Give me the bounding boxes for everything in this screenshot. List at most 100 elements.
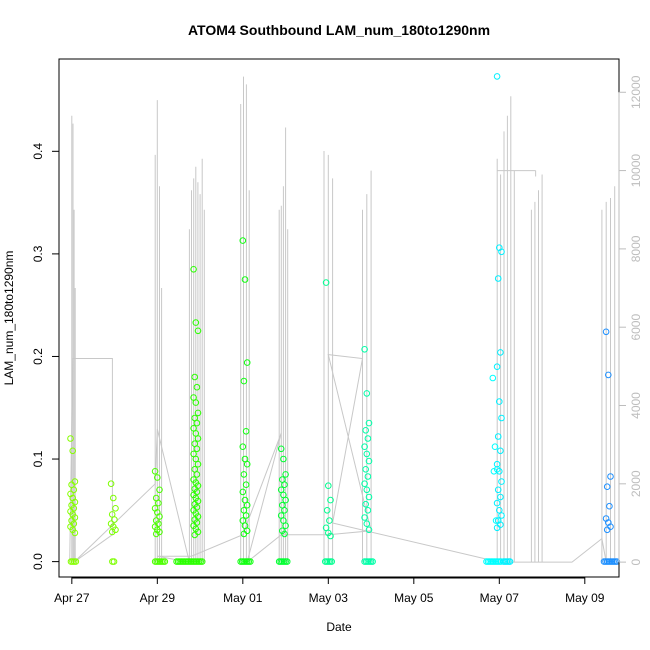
data-point — [491, 443, 499, 451]
data-point — [493, 499, 501, 507]
y-axis-right: 0 2000 4000 6000 8000 10000 12000 — [618, 75, 643, 565]
data-point-zero — [247, 558, 254, 565]
data-point — [70, 486, 78, 494]
data-point — [241, 276, 249, 283]
data-point — [190, 266, 197, 273]
data-point — [151, 468, 159, 475]
y-right-tick-label: 10000 — [629, 154, 643, 188]
data-point — [493, 363, 501, 371]
y-right-tick-label: 0 — [629, 558, 643, 565]
data-point-zero — [328, 558, 336, 565]
y-axis-label: LAM_num_180to1290nm — [2, 251, 16, 386]
data-point — [364, 435, 372, 442]
data-point — [323, 507, 331, 514]
data-point — [498, 512, 505, 519]
data-point — [194, 327, 202, 335]
data-point — [496, 398, 503, 405]
data-point — [240, 530, 248, 538]
data-point — [282, 471, 289, 478]
data-point — [191, 531, 198, 539]
data-point — [364, 473, 372, 480]
data-point-zero — [110, 558, 118, 565]
y-right-tick-label: 6000 — [629, 314, 643, 341]
data-point — [365, 526, 373, 534]
y-right-tick-label: 12000 — [629, 75, 643, 109]
data-point — [67, 435, 74, 442]
data-point — [605, 371, 612, 379]
y-left-tick-label: 0.2 — [31, 348, 45, 365]
data-point — [193, 419, 201, 427]
data-point-zero — [613, 558, 621, 565]
data-point — [498, 248, 505, 256]
data-point — [154, 526, 161, 534]
data-point — [602, 328, 610, 336]
data-point — [326, 517, 333, 524]
data-point — [243, 460, 251, 468]
y-left-tick-label: 0.3 — [31, 245, 45, 262]
data-point — [192, 319, 200, 326]
data-point — [281, 530, 288, 538]
grey-spike-group — [362, 170, 372, 563]
data-point — [194, 435, 202, 442]
data-point — [243, 501, 251, 509]
data-point — [156, 528, 163, 536]
data-point-zero — [72, 558, 80, 565]
data-point — [242, 428, 250, 435]
chart-title: ATOM4 Southbound LAM_num_180to1290nm — [188, 22, 490, 38]
data-point — [496, 468, 503, 475]
data-point — [107, 480, 115, 488]
y-right-tick-label: 8000 — [629, 235, 643, 262]
data-point — [492, 517, 500, 524]
data-point — [277, 445, 285, 453]
data-point — [111, 516, 118, 523]
grey-spike-group — [71, 115, 76, 563]
data-point — [110, 494, 117, 502]
data-point — [363, 390, 371, 397]
x-tick-label: May 01 — [223, 591, 263, 605]
data-point — [239, 443, 247, 451]
data-point — [362, 466, 370, 473]
y-left-tick-label: 0.1 — [31, 450, 45, 467]
data-point — [362, 427, 370, 434]
x-tick-label: May 05 — [394, 591, 434, 605]
data-point — [327, 532, 334, 540]
data-point — [497, 493, 504, 501]
y-axis-left: 0.0 0.1 0.2 0.3 0.4 — [31, 143, 60, 570]
grey-spike-group — [188, 158, 205, 563]
data-point — [365, 457, 373, 465]
data-point — [112, 526, 119, 534]
grey-spike-group — [240, 76, 250, 563]
data-point — [191, 373, 198, 381]
data-point — [363, 450, 371, 458]
scatter-points-layer — [67, 73, 621, 565]
data-point — [240, 377, 248, 385]
data-point — [239, 488, 247, 496]
x-tick-label: May 07 — [480, 591, 520, 605]
data-point-zero — [161, 558, 169, 565]
data-point — [239, 237, 247, 244]
data-point — [193, 471, 201, 478]
x-tick-label: May 09 — [565, 591, 605, 605]
data-point — [361, 346, 368, 353]
data-point — [603, 526, 611, 534]
x-axis-label: Date — [326, 620, 352, 634]
data-point — [154, 474, 161, 481]
data-point — [494, 486, 502, 494]
data-point — [155, 499, 162, 507]
data-point — [606, 502, 613, 510]
data-point — [493, 460, 501, 468]
data-point — [282, 496, 289, 504]
data-point — [152, 530, 160, 538]
grey-connector-line — [69, 354, 607, 564]
data-point-zero — [369, 558, 376, 565]
grey-spike-group — [496, 96, 515, 563]
data-point — [71, 529, 79, 537]
data-point — [489, 374, 497, 382]
grey-spike-group — [154, 100, 163, 563]
data-point — [193, 383, 201, 391]
data-point — [498, 478, 505, 485]
data-point — [156, 513, 163, 520]
data-point — [243, 359, 251, 366]
data-point — [282, 522, 289, 530]
